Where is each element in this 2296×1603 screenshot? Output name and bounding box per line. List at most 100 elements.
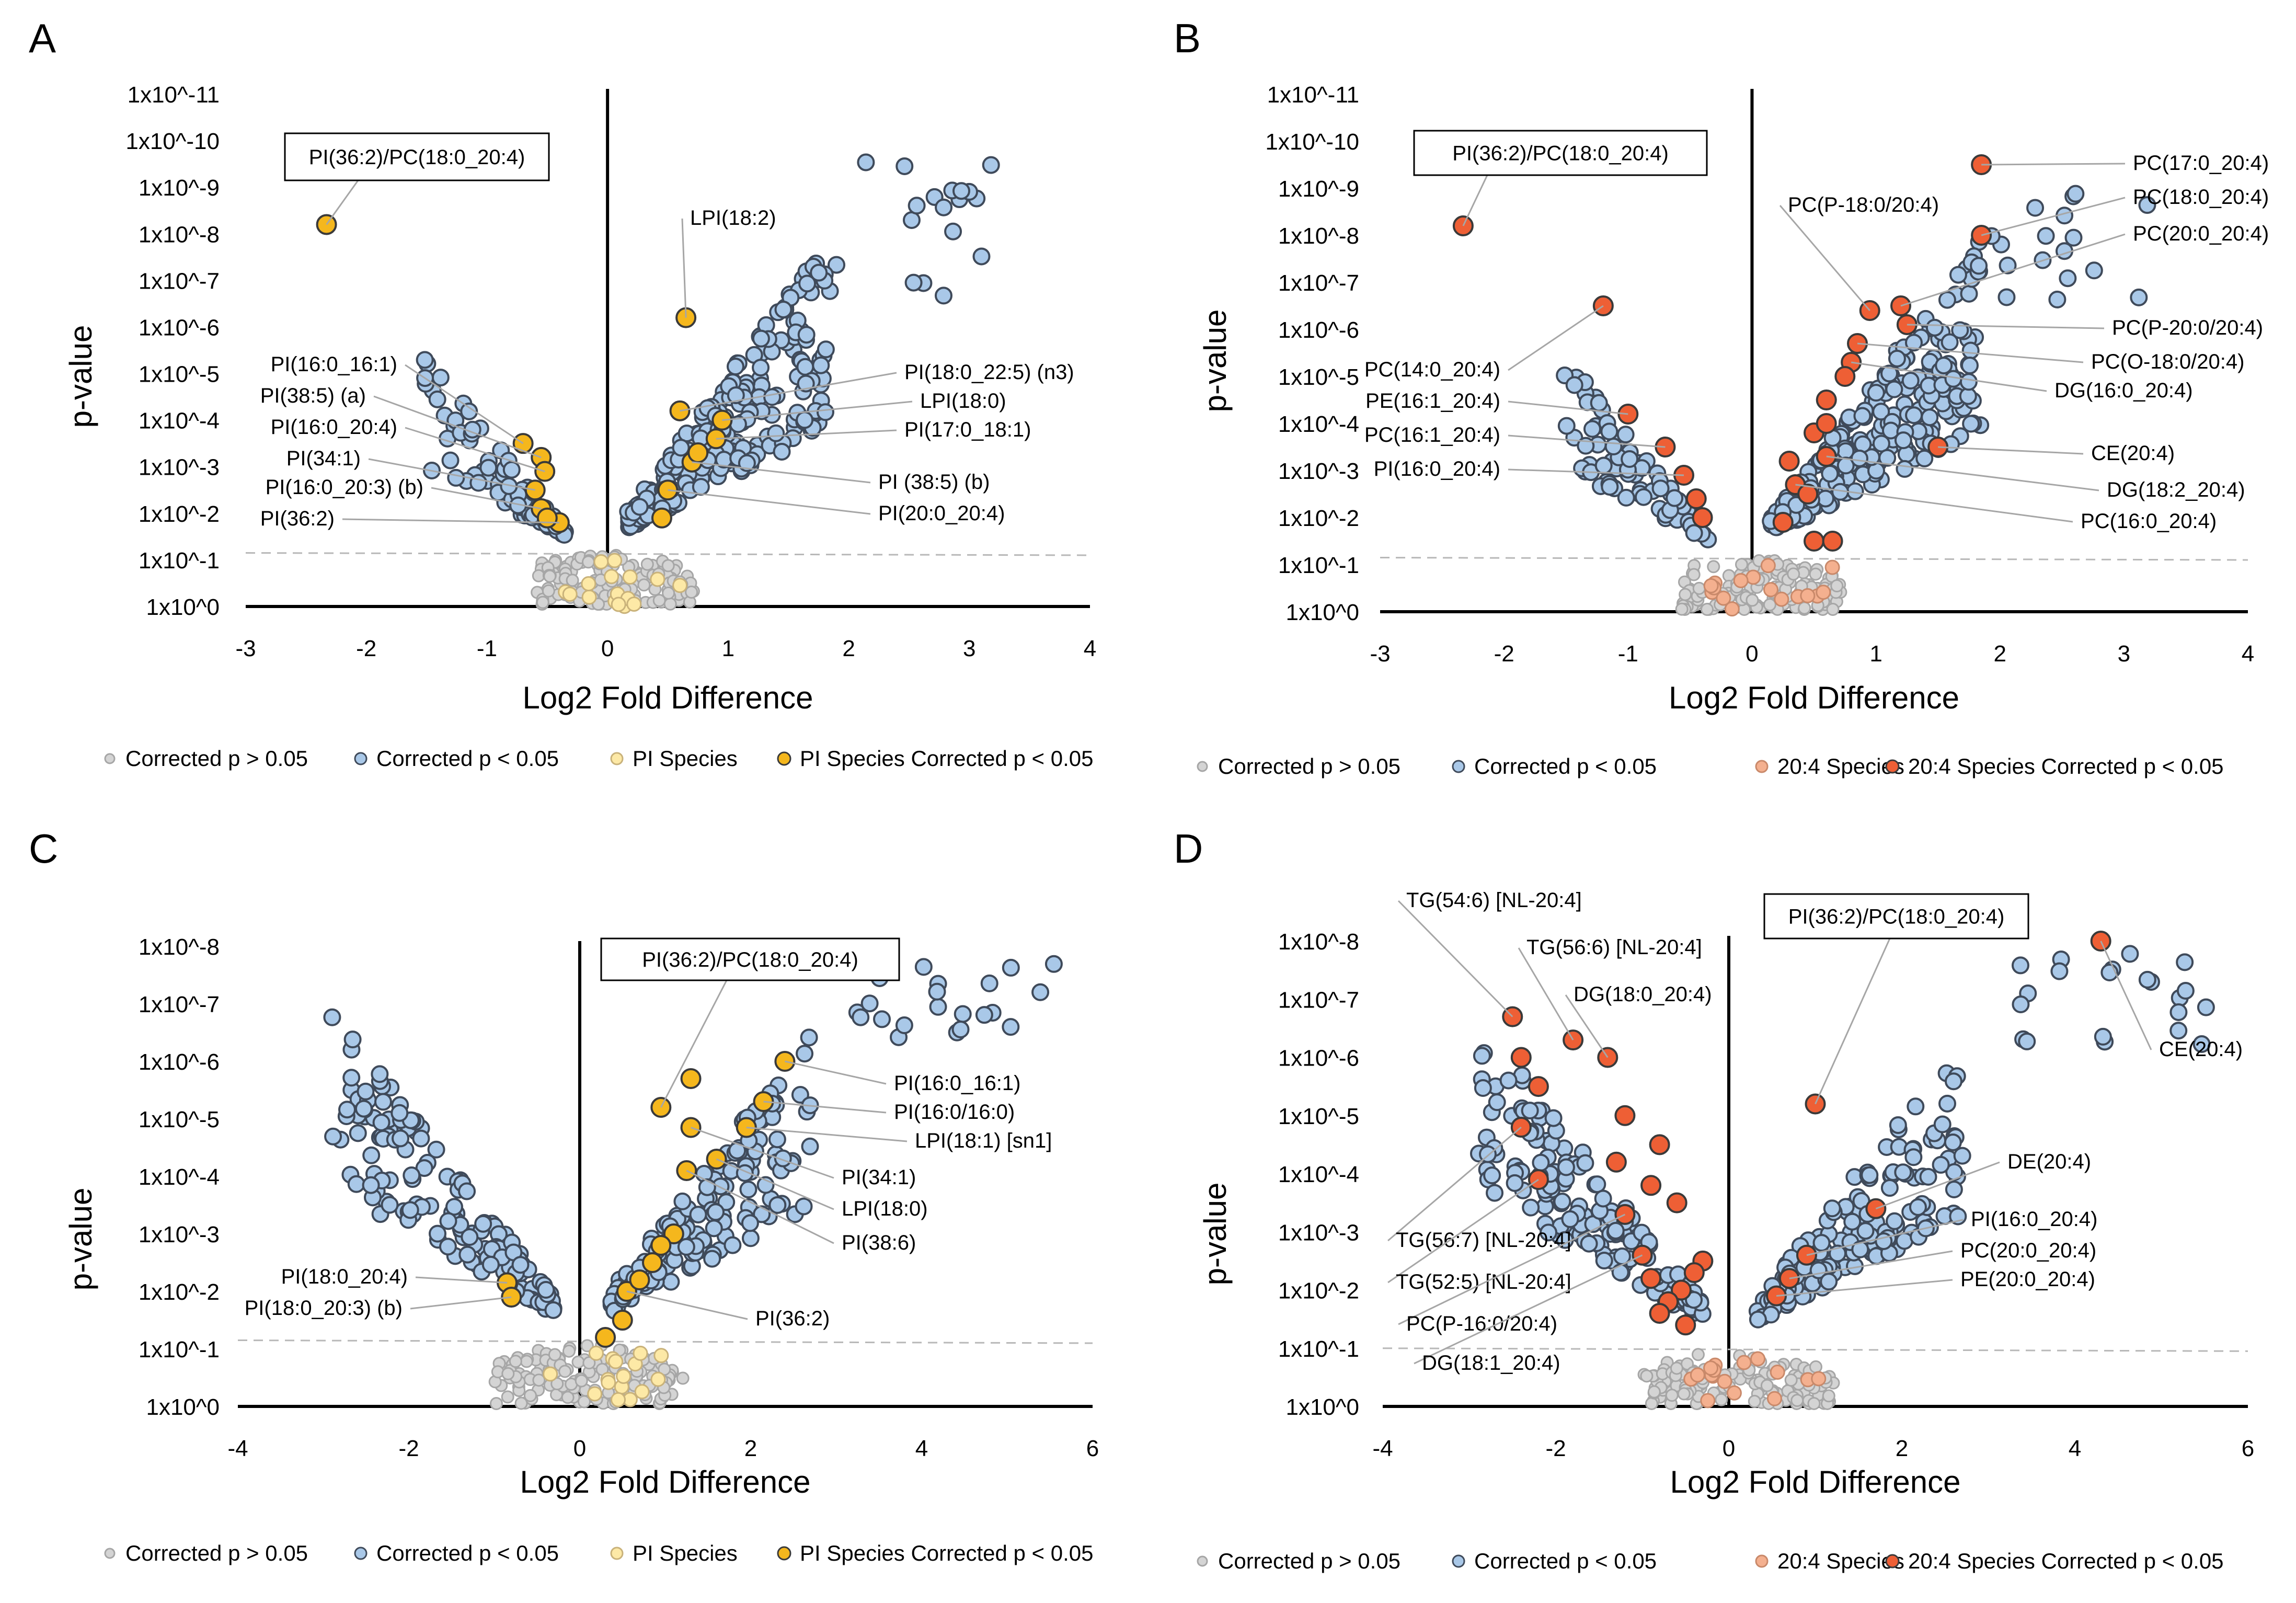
point-species [1746,569,1761,585]
y-tick-label: 1x10^-1 [1278,553,1359,578]
point-nonsig [1746,593,1759,607]
point-sig [908,197,926,215]
point-species [653,1348,669,1364]
leader-line [686,1170,834,1244]
x-axis-title: Log2 Fold Difference [523,680,813,715]
point-highlighted [1670,1279,1692,1301]
point-nonsig [1809,1360,1822,1373]
point-nonsig [561,1391,575,1404]
y-tick-label: 1x10^-3 [1278,459,1359,484]
panel-label-c: C [29,826,58,872]
point-species [1760,558,1776,574]
point-label: PI(18:0_20:4) [281,1265,408,1288]
point-sig [1576,1154,1594,1172]
x-tick-label: 2 [744,1436,757,1461]
leader-line [1907,324,2105,329]
point-sig [816,403,834,421]
leader-line [1397,900,1513,1017]
point-label: PI (38:5) (b) [878,471,990,494]
point-highlighted [536,507,558,529]
point-sig [673,1192,692,1210]
x-tick-label: -2 [398,1436,419,1461]
panel-d: D -4 -2 0 2 4 6 1x10^0 1x10^-1 1x10^-2 1x10^-3 1x1… [1174,826,2254,1573]
point-highlighted [524,479,546,501]
legend-entry: 20:4 Species Corrected p < 0.05 [1908,754,2224,778]
point-sig [1488,1093,1506,1112]
point-nonsig [558,1365,572,1378]
leader-line [1815,938,1891,1105]
point-sig [1749,1310,1767,1329]
point-sig [1853,407,1872,425]
point-sig [1580,1234,1598,1253]
legend-marker [1755,1554,1769,1568]
leader-line [1900,233,2126,307]
point-nonsig [1692,581,1706,595]
point-sig [447,468,465,487]
point-nonsig [523,1389,537,1402]
point-nonsig [520,1355,533,1368]
y-tick-label: 1x10^-2 [1278,1278,1359,1304]
legend-marker [1197,1555,1208,1567]
point-species [616,1369,632,1384]
point-sig [739,1181,757,1199]
y-tick-label: 1x10^-5 [1278,364,1359,390]
point-sig [1961,341,1980,360]
point-sig [1889,1116,1907,1134]
leader-line [1875,1161,2000,1210]
point-label: TG(54:6) [NL-20:4] [1406,889,1582,912]
legend-entry: PI Species [633,746,738,771]
point-sig [1850,449,1868,467]
point-sig [1634,488,1652,506]
legend-marker [1197,761,1208,772]
point-nonsig [685,586,698,599]
point-sig [763,388,782,406]
point-sig [354,1100,373,1118]
panel-c: C -4 -2 0 2 4 6 1x10^0 1x10^-1 1x10^-2 1x10^-3 1x1… [29,826,1099,1565]
y-tick-label: 1x10^-3 [1278,1220,1359,1245]
point-highlighted [1640,1268,1662,1289]
point-sig [1951,321,1969,339]
point-sig [1961,357,1979,375]
point-sig [929,998,947,1016]
point-nonsig [1830,579,1844,593]
point-nonsig [1675,602,1689,616]
x-tick-label: -2 [1494,641,1514,667]
point-sig [1044,955,1063,973]
point-label: PC(P-20:0/20:4) [2112,316,2263,339]
leader-line [326,180,359,225]
point-nonsig [581,555,595,569]
leader-line [1508,305,1604,371]
point-label: LPI(18:1) [sn1] [915,1129,1052,1152]
point-highlighted [1816,390,1837,410]
point-highlighted [1804,531,1824,552]
point-species [622,569,638,585]
point-sig [1561,1210,1579,1228]
point-sig [1565,376,1583,394]
leader-line [1565,994,1609,1058]
legend-marker [1452,1554,1465,1568]
y-tick-label: 1x10^-9 [139,175,220,201]
leader-line [410,1296,512,1310]
point-nonsig [1760,1379,1774,1392]
legend-entry: PI Species Corrected p < 0.05 [800,746,1093,771]
legend-entry: 20:4 Species Corrected p < 0.05 [1908,1549,2224,1573]
point-sig [944,222,962,241]
boxed-label-frame [1413,130,1708,176]
point-sig [374,1093,392,1111]
point-sig [860,994,879,1013]
point-highlighted [641,1252,663,1273]
point-highlighted [1675,1314,1696,1336]
x-tick-label: 2 [842,636,855,661]
point-highlighted [1614,1105,1636,1126]
point-label: LPI(18:0) [842,1197,928,1220]
y-tick-label: 1x10^-2 [139,501,220,527]
point-sig [371,1065,389,1083]
point-sig [873,1010,891,1028]
point-sig [1590,394,1608,412]
point-sig [934,287,952,305]
point-label: CE(20:4) [2091,442,2175,465]
x-tick-label: -4 [1372,1436,1393,1461]
point-highlighted [1666,1192,1687,1213]
legend-entry: Corrected p < 0.05 [1474,1549,1657,1573]
point-sig [800,1028,818,1047]
